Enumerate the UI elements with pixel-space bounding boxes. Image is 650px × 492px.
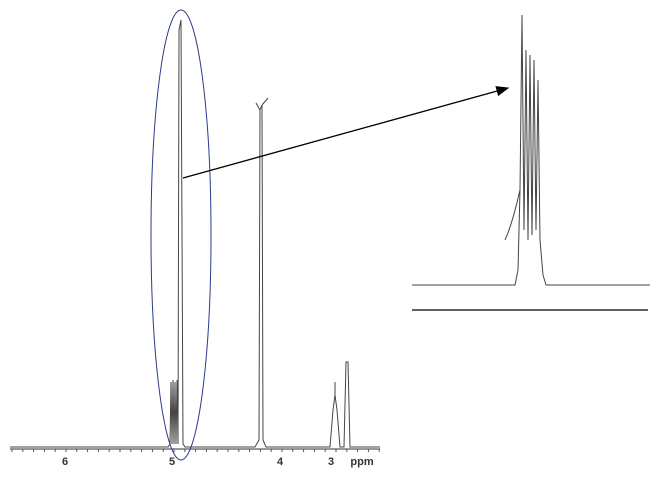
x-tick-label: 3 [328, 456, 334, 468]
zoom-arrow [182, 86, 510, 179]
highlight-ellipse [150, 9, 212, 461]
axis-unit: ppm [350, 456, 373, 468]
x-axis [10, 448, 380, 452]
spectrum [10, 19, 380, 448]
inset-spectrum [412, 14, 650, 311]
x-tick-label: 6 [62, 456, 68, 468]
x-tick-label: 5 [169, 456, 175, 468]
x-tick-label: 4 [277, 456, 284, 468]
